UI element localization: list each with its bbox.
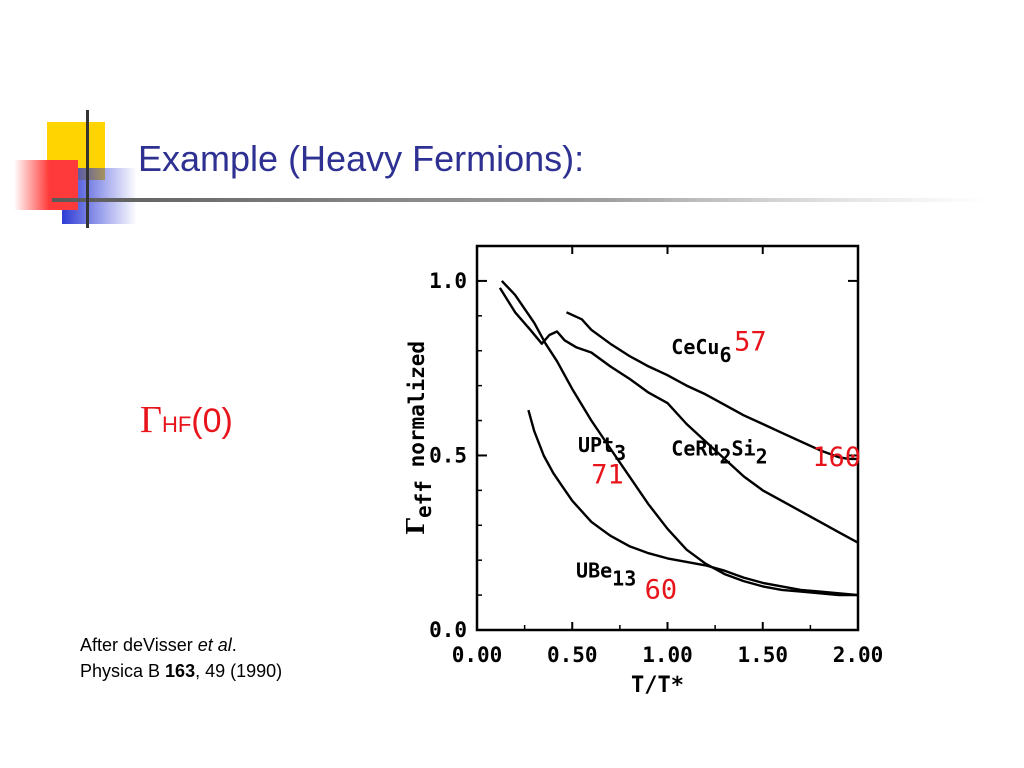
series-label-sub: 13 (612, 567, 636, 591)
citation-pages-year: , 49 (1990) (195, 661, 283, 681)
gamma-eff-chart: 0.00 0.50 1.00 1.50 2.00 0.0 0.5 1.0 T/T* Γeff no… (401, 244, 884, 698)
slide-title: Example (Heavy Fermions): (138, 138, 585, 179)
series-label-main: CeRu (671, 436, 719, 460)
citation-period: . (231, 635, 237, 655)
series-label-main2: Si (732, 436, 756, 460)
citation-authors: After deVisser (80, 635, 198, 655)
x-tick-label: 1.50 (737, 643, 788, 667)
y-axis-label: Γeff normalized (401, 341, 436, 535)
series-line-cecu6 (566, 311, 858, 461)
deco-vertical-rule (86, 110, 89, 228)
x-tick-label: 0.00 (452, 643, 503, 667)
series-label-upt3: UPt3 (578, 433, 626, 465)
x-tick-label: 1.00 (642, 643, 693, 667)
x-axis-label: T/T* (631, 673, 684, 698)
series-annotation-cecu6: 57 (734, 327, 767, 358)
citation-journal: Physica B (80, 661, 166, 681)
series-label-sub: 2 (719, 444, 731, 468)
series-line-ube13 (527, 409, 859, 597)
x-tick-label: 2.00 (833, 643, 884, 667)
deco-horizontal-rule (52, 198, 992, 202)
gamma-symbol: Γ (140, 399, 162, 441)
y-axis-label-sub: eff (412, 480, 436, 518)
x-tick-label: 0.50 (547, 643, 598, 667)
citation-et-al: et al (197, 635, 232, 655)
y-tick-label: 0.0 (429, 618, 467, 642)
gamma-argument: (0) (191, 402, 233, 440)
series-label-main: UPt (578, 433, 614, 457)
citation-line-1: After deVisser et al. (80, 632, 282, 658)
citation-volume: 163 (165, 661, 196, 681)
y-axis-label-rest: normalized (405, 341, 429, 480)
y-axis-label-gamma: Γ (401, 518, 430, 535)
citation: After deVisser et al. Physica B 163, 49 … (80, 632, 282, 684)
gamma-subscript: HF (161, 412, 192, 437)
series-annotation-upt3: 71 (591, 459, 624, 490)
y-tick-label: 1.0 (429, 269, 467, 293)
series-annotation-ube13: 60 (645, 575, 678, 606)
series-line-ceru2si2 (498, 287, 859, 544)
series-line-upt3 (500, 280, 858, 597)
series-label-cecu6: CeCu6 (671, 335, 731, 367)
gamma-hf-label: ΓHF(0) (140, 398, 233, 442)
deco-red-square (14, 160, 78, 210)
series-label-main: CeCu (671, 335, 719, 359)
series-label-sub2: 2 (756, 444, 768, 468)
series-annotation-ceru2si2: 160 (812, 442, 861, 473)
series-label-ceru2si2: CeRu2Si2 (671, 436, 767, 468)
series-label-ube13: UBe13 (576, 559, 636, 591)
plot-frame (475, 244, 860, 632)
corner-decoration (14, 110, 992, 228)
series-label-main: UBe (576, 559, 612, 583)
series-label-sub: 6 (719, 343, 731, 367)
series-label-sub: 3 (614, 441, 626, 465)
citation-line-2: Physica B 163, 49 (1990) (80, 658, 282, 684)
y-tick-label: 0.5 (429, 443, 467, 467)
